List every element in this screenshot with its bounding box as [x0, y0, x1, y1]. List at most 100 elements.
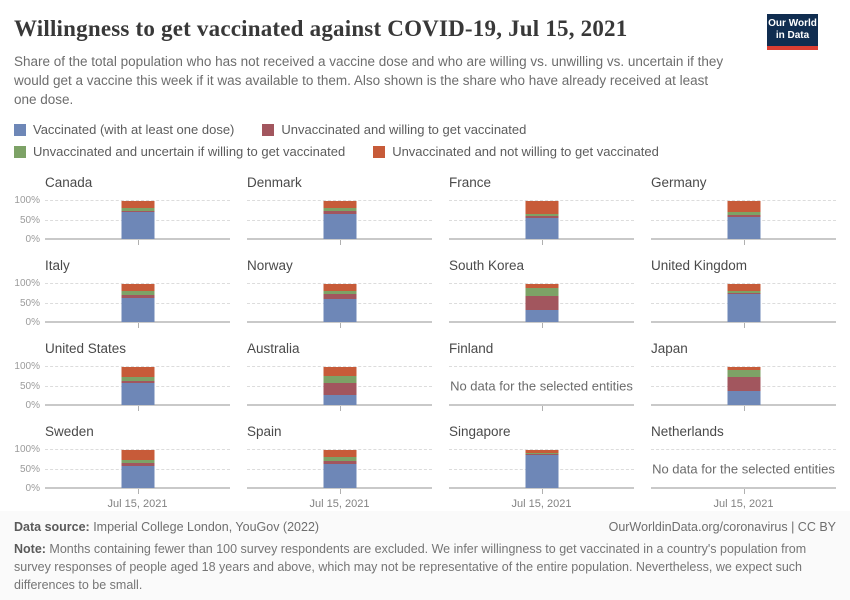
facet-title-france: France: [449, 175, 492, 191]
bar-segment-uncertain[interactable]: [525, 452, 558, 455]
bar-segment-vaccinated[interactable]: [121, 383, 154, 406]
bar-segment-vaccinated[interactable]: [323, 464, 356, 489]
bar-segment-willing[interactable]: [727, 377, 760, 392]
bar-segment-not-willing[interactable]: [323, 200, 356, 208]
bar-segment-vaccinated[interactable]: [525, 310, 558, 323]
footnote: Note: Months containing fewer than 100 s…: [14, 541, 836, 595]
bar-segment-not-willing[interactable]: [121, 449, 154, 461]
bar-segment-willing[interactable]: [525, 454, 558, 456]
data-source-label: Data source:: [14, 520, 90, 534]
bar-segment-vaccinated[interactable]: [323, 394, 356, 406]
bar-segment-vaccinated[interactable]: [323, 213, 356, 240]
facet-grid: Canada 100% 50% 0% Denmark France Germany Italy…: [14, 175, 838, 527]
x-axis-line: [247, 487, 432, 490]
bar-segment-not-willing[interactable]: [525, 200, 558, 214]
bar-segment-uncertain[interactable]: [727, 291, 760, 294]
x-axis-tick: [339, 489, 341, 495]
plot-france: [449, 200, 634, 246]
bar-segment-not-willing[interactable]: [121, 283, 154, 292]
plot-denmark: [247, 200, 432, 246]
legend-item-not-willing[interactable]: Unvaccinated and not willing to get vacc…: [373, 144, 659, 159]
legend-item-willing[interactable]: Unvaccinated and willing to get vaccinat…: [262, 122, 526, 137]
bar-segment-not-willing[interactable]: [323, 449, 356, 458]
data-source-value: Imperial College London, YouGov (2022): [89, 520, 320, 534]
bar-segment-willing[interactable]: [525, 296, 558, 310]
bar-segment-willing[interactable]: [323, 383, 356, 395]
facet-title-south-korea: South Korea: [449, 258, 525, 274]
bar-segment-willing[interactable]: [323, 460, 356, 465]
facet-title-canada: Canada: [45, 175, 93, 191]
bar-segment-willing[interactable]: [121, 210, 154, 213]
bar-segment-vaccinated[interactable]: [525, 218, 558, 240]
x-axis-date-label: Jul 15, 2021: [309, 498, 370, 511]
bar-segment-willing[interactable]: [525, 216, 558, 219]
bar-segment-vaccinated[interactable]: [323, 299, 356, 323]
x-axis-line: [651, 487, 836, 490]
footnote-value: Months containing fewer than 100 survey …: [14, 542, 807, 592]
bar-segment-uncertain[interactable]: [525, 288, 558, 297]
bar-segment-uncertain[interactable]: [525, 213, 558, 217]
bar-segment-not-willing[interactable]: [121, 366, 154, 378]
legend-item-vaccinated[interactable]: Vaccinated (with at least one dose): [14, 122, 234, 137]
x-axis-line: [45, 404, 230, 407]
x-axis-tick: [137, 240, 139, 246]
y-tick-label: 0%: [25, 483, 40, 495]
bar-segment-uncertain[interactable]: [727, 370, 760, 378]
facet-australia: Australia: [247, 341, 432, 424]
no-data-message: No data for the selected entities: [447, 378, 636, 394]
bar-segment-uncertain[interactable]: [323, 207, 356, 212]
bar-segment-uncertain[interactable]: [121, 377, 154, 382]
x-axis-line: [45, 238, 230, 241]
bar-segment-uncertain[interactable]: [323, 290, 356, 295]
legend-label-not-willing: Unvaccinated and not willing to get vacc…: [392, 144, 659, 160]
bar-segment-uncertain[interactable]: [323, 457, 356, 461]
facet-italy: Italy 100% 50% 0%: [14, 258, 230, 341]
bar-segment-willing[interactable]: [323, 211, 356, 214]
facet-denmark: Denmark: [247, 175, 432, 258]
bar-segment-willing[interactable]: [121, 463, 154, 466]
x-axis-tick: [339, 240, 341, 246]
facet-title-australia: Australia: [247, 341, 300, 357]
bar-segment-vaccinated[interactable]: [121, 298, 154, 323]
legend: Vaccinated (with at least one dose) Unvac…: [14, 122, 836, 159]
bar-segment-not-willing[interactable]: [727, 283, 760, 292]
bar-segment-not-willing[interactable]: [727, 366, 760, 371]
bar-segment-uncertain[interactable]: [121, 207, 154, 211]
bar-segment-uncertain[interactable]: [121, 291, 154, 296]
stacked-bar-france: [525, 200, 558, 240]
bar-segment-not-willing[interactable]: [525, 283, 558, 289]
chart-footer: Data source: Imperial College London, Yo…: [0, 511, 850, 600]
y-tick-label: 50%: [19, 464, 40, 476]
x-axis-line: [45, 487, 230, 490]
bar-segment-willing[interactable]: [323, 294, 356, 300]
plot-finland: No data for the selected entities: [447, 366, 636, 412]
bar-segment-not-willing[interactable]: [323, 283, 356, 291]
bar-segment-not-willing[interactable]: [525, 449, 558, 453]
bar-segment-vaccinated[interactable]: [727, 294, 760, 323]
legend-item-uncertain[interactable]: Unvaccinated and uncertain if willing to…: [14, 144, 345, 159]
bar-segment-willing[interactable]: [121, 295, 154, 299]
bar-segment-willing[interactable]: [727, 293, 760, 295]
bar-segment-vaccinated[interactable]: [121, 465, 154, 489]
gridline-100: [651, 449, 836, 451]
bar-segment-not-willing[interactable]: [121, 200, 154, 208]
bar-segment-vaccinated[interactable]: [727, 391, 760, 406]
y-tick-label: 100%: [14, 444, 40, 456]
bar-segment-vaccinated[interactable]: [525, 455, 558, 489]
stacked-bar-singapore: [525, 449, 558, 489]
bar-segment-uncertain[interactable]: [323, 375, 356, 384]
x-axis-line: [247, 321, 432, 324]
bar-segment-vaccinated[interactable]: [121, 212, 154, 240]
bar-segment-willing[interactable]: [727, 214, 760, 217]
bar-segment-not-willing[interactable]: [727, 200, 760, 212]
bar-segment-vaccinated[interactable]: [727, 216, 760, 240]
bar-segment-willing[interactable]: [121, 381, 154, 384]
owid-logo[interactable]: Our World in Data: [767, 14, 818, 50]
y-tick-label: 100%: [14, 361, 40, 373]
bar-segment-uncertain[interactable]: [121, 460, 154, 464]
facet-canada: Canada 100% 50% 0%: [14, 175, 230, 258]
owid-link[interactable]: OurWorldinData.org/coronavirus | CC BY: [608, 520, 836, 534]
bar-segment-not-willing[interactable]: [323, 366, 356, 376]
bar-segment-uncertain[interactable]: [727, 211, 760, 215]
y-tick-label: 50%: [19, 298, 40, 310]
